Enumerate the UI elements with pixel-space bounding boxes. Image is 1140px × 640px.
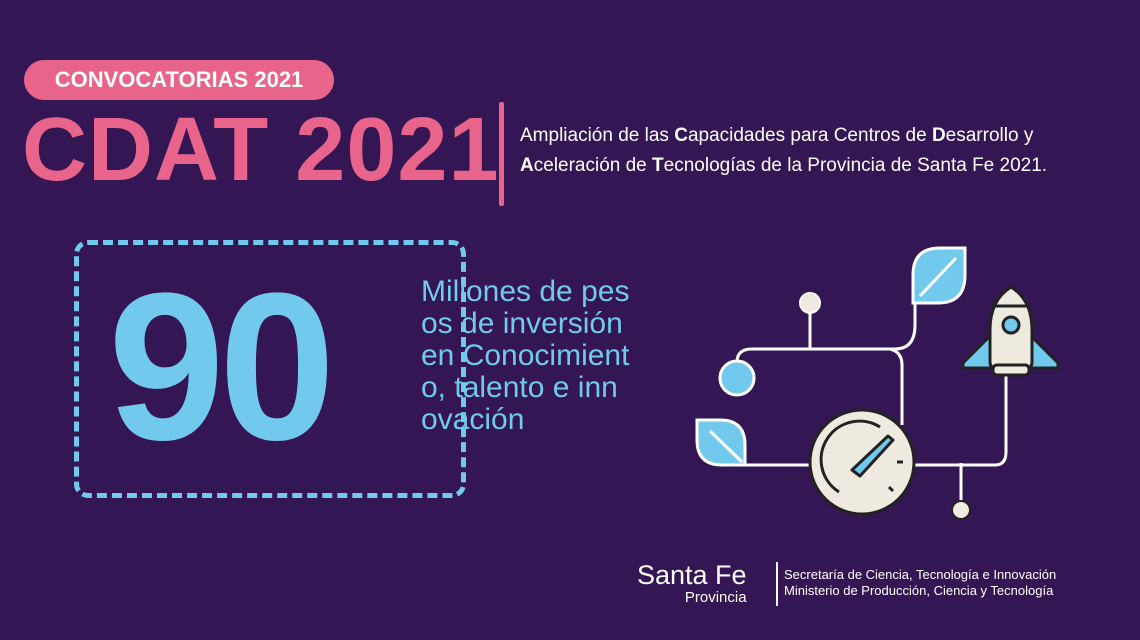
description-line-1: Ampliación de las Capacidades para Centr… xyxy=(520,121,1047,151)
logo-sub: Provincia xyxy=(684,589,747,606)
leaf-icon xyxy=(695,418,747,467)
org-secretaria: Secretaría de Ciencia, Tecnología e Inno… xyxy=(784,567,1057,582)
highlight-frame xyxy=(74,240,466,498)
logo-main: Santa Fe xyxy=(637,560,747,590)
org-ministerio: Ministerio de Producción, Ciencia y Tecn… xyxy=(784,583,1054,598)
initial-letter: D xyxy=(931,125,946,146)
organization-names: Secretaría de Ciencia, Tecnología e Inno… xyxy=(784,567,1056,599)
description-text: celeración de xyxy=(533,155,653,176)
highlight-text: Millones de pesos de inversión en Conoci… xyxy=(421,275,630,436)
initial-letter: A xyxy=(520,155,534,176)
convocatorias-badge: CONVOCATORIAS 2021 xyxy=(24,60,334,100)
santa-fe-logo: Santa Fe Provincia xyxy=(637,560,747,606)
description: Ampliación de las Capacidades para Centr… xyxy=(520,121,1047,181)
node-circle-icon xyxy=(799,292,821,314)
page-title: CDAT 2021 xyxy=(22,100,500,200)
description-line-2: Aceleración de Tecnologías de la Provinc… xyxy=(520,151,1047,181)
initial-letter: C xyxy=(674,125,688,146)
footer-divider xyxy=(776,562,778,606)
initial-letter: T xyxy=(652,155,664,176)
speedometer-icon xyxy=(808,408,916,516)
description-text: ecnologías de la Provincia de Santa Fe 2… xyxy=(663,155,1048,176)
leaf-icon xyxy=(911,246,967,305)
node-circle-icon xyxy=(951,500,971,520)
description-text: Ampliación de las xyxy=(520,125,675,146)
divider xyxy=(499,102,504,206)
node-circle-icon xyxy=(718,359,756,397)
highlight-number: 90 xyxy=(108,249,336,484)
rocket-icon xyxy=(961,285,1060,377)
description-text: esarrollo y xyxy=(945,125,1034,146)
description-text: apacidades para Centros de xyxy=(687,125,932,146)
